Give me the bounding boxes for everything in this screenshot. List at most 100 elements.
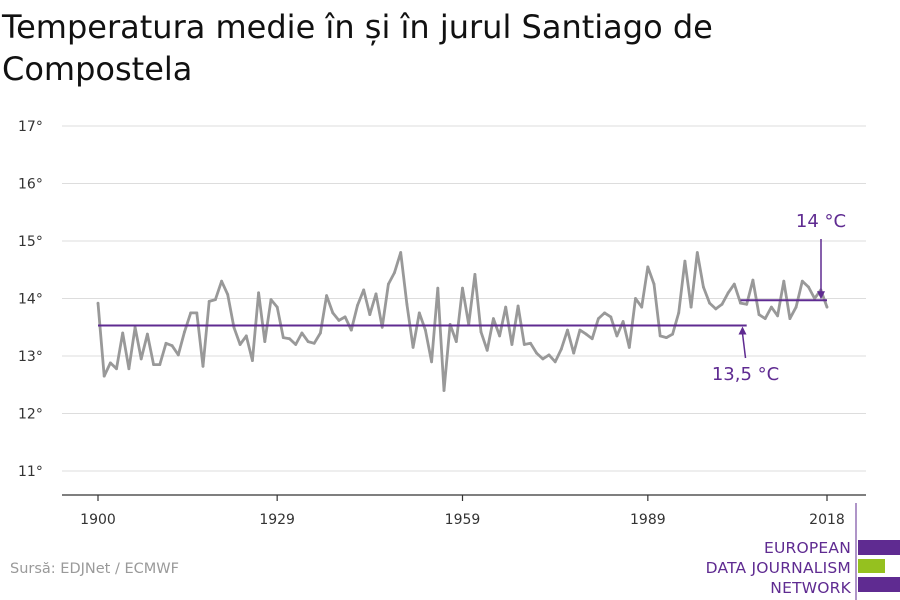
data-point xyxy=(553,360,557,364)
data-point xyxy=(362,288,366,292)
logo-line-3: NETWORK xyxy=(770,579,851,597)
data-point xyxy=(825,305,829,309)
data-point xyxy=(139,357,143,361)
data-point xyxy=(281,336,285,339)
data-point xyxy=(492,317,495,320)
data-point xyxy=(665,336,668,339)
data-point xyxy=(109,361,112,365)
data-point xyxy=(658,334,662,338)
data-point xyxy=(597,317,600,320)
data-point xyxy=(603,311,606,315)
data-point xyxy=(133,325,137,329)
x-axis: 1900 1929 1959 1989 2018 xyxy=(62,494,866,528)
data-point xyxy=(183,330,186,334)
x-tick-label: 1929 xyxy=(259,512,295,528)
data-point xyxy=(442,389,446,392)
data-point xyxy=(207,300,211,303)
annotation-label-13-5c: 13,5 °C xyxy=(712,364,779,385)
data-point xyxy=(380,325,384,329)
data-point xyxy=(374,292,378,296)
data-point xyxy=(522,343,526,346)
data-point xyxy=(319,331,322,335)
data-point xyxy=(726,291,730,295)
data-point xyxy=(331,311,335,315)
data-point xyxy=(572,351,576,355)
data-point xyxy=(634,297,637,300)
data-point xyxy=(473,273,477,276)
data-point xyxy=(399,251,403,254)
data-point xyxy=(615,334,619,338)
data-point xyxy=(214,298,217,301)
data-point xyxy=(195,311,199,315)
series-points xyxy=(96,251,829,392)
y-tick-label: 14° xyxy=(18,292,43,308)
data-point xyxy=(788,317,792,320)
data-point xyxy=(343,315,347,319)
data-point xyxy=(677,311,681,315)
data-point xyxy=(263,340,267,343)
data-point xyxy=(800,279,804,283)
data-point xyxy=(454,340,458,343)
y-tick-label: 17° xyxy=(18,119,43,135)
data-point xyxy=(158,363,162,366)
data-point xyxy=(306,340,310,343)
logo-line-1: EUROPEAN xyxy=(763,539,851,557)
data-point xyxy=(461,286,464,290)
y-tick-label: 13° xyxy=(18,349,43,365)
data-point xyxy=(244,334,248,338)
data-point xyxy=(312,341,316,345)
annotation-arrow-13-5c xyxy=(741,333,747,359)
data-point xyxy=(170,344,174,348)
data-point xyxy=(498,334,501,338)
data-point xyxy=(702,285,705,289)
data-point xyxy=(164,341,168,345)
annotation-label-14c: 14 °C xyxy=(796,211,846,232)
data-point xyxy=(393,271,396,274)
grid-lines xyxy=(62,125,866,472)
data-point xyxy=(776,314,779,318)
data-point xyxy=(436,286,440,290)
y-tick-label: 15° xyxy=(18,234,43,250)
data-point xyxy=(671,332,674,336)
edjnet-logo-text: EUROPEAN DATA JOURNALISM NETWORK xyxy=(651,538,851,598)
data-point xyxy=(695,251,699,254)
data-point xyxy=(807,285,810,289)
data-point xyxy=(189,311,193,315)
data-point xyxy=(529,341,532,345)
data-point xyxy=(763,317,767,320)
logo-bar-top xyxy=(858,540,900,555)
data-point xyxy=(127,367,131,371)
data-point xyxy=(504,305,508,309)
x-tick-label: 1959 xyxy=(445,512,481,528)
logo-bar-bottom xyxy=(858,577,900,592)
data-point xyxy=(251,359,254,362)
data-point xyxy=(714,307,718,311)
data-point xyxy=(269,298,273,301)
data-point xyxy=(288,337,291,341)
data-point xyxy=(559,347,563,351)
y-axis-ticks: 11° 12° 13° 14° 15° 16° 17° xyxy=(18,119,43,480)
data-point xyxy=(356,304,359,307)
data-point xyxy=(368,313,372,316)
annotation-arrowhead-13-5c xyxy=(738,326,747,335)
chart-title: Temperatura medie în și în jurul Santiag… xyxy=(2,8,713,88)
data-point xyxy=(516,304,520,308)
data-point xyxy=(201,364,205,368)
data-point xyxy=(325,294,328,297)
data-point xyxy=(294,343,298,346)
logo-line-2: DATA JOURNALISM xyxy=(705,559,851,577)
data-point xyxy=(621,320,625,323)
data-point xyxy=(535,351,538,355)
data-point xyxy=(683,259,687,263)
data-point xyxy=(430,360,433,364)
data-point xyxy=(405,302,409,306)
y-tick-label: 16° xyxy=(18,177,43,193)
data-point xyxy=(146,332,149,336)
data-point xyxy=(300,331,304,335)
y-tick-label: 12° xyxy=(18,407,43,423)
plot-series xyxy=(96,251,829,392)
data-point xyxy=(578,328,582,332)
annotation-arrowhead-14c xyxy=(817,291,825,300)
data-point xyxy=(102,374,106,378)
